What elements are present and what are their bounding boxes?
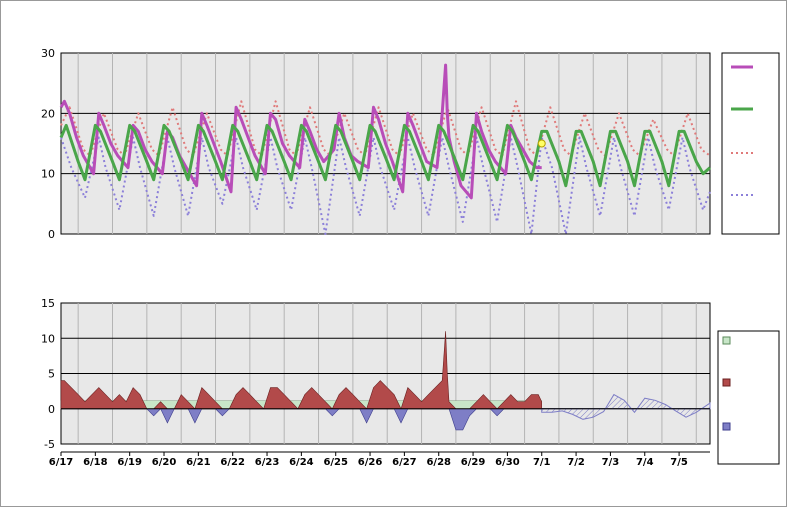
- departure-panel: -5 0 5 10 15: [41, 297, 711, 451]
- temperature-legend: [721, 52, 780, 235]
- x-axis: 6/17 6/18 6/19 6/20 6/21 6/22 6/23 6/24 6/25 6/26…: [49, 451, 710, 468]
- y-tick-label: 10: [41, 332, 55, 345]
- x-tick-label: 7/4: [636, 457, 654, 468]
- x-tick-label: 7/1: [533, 457, 551, 468]
- legend-swatch-positive: [722, 378, 731, 387]
- x-tick-label: 6/28: [426, 457, 451, 468]
- forecast-departure-area: [541, 393, 711, 420]
- y-tick-label: 0: [48, 403, 55, 416]
- y-tick-label: 15: [41, 297, 55, 310]
- x-tick-label: 6/23: [255, 457, 280, 468]
- series-line-observed: [59, 63, 542, 200]
- departure-legend: [717, 330, 780, 465]
- x-tick-label: 7/5: [670, 457, 688, 468]
- x-tick-label: 6/29: [461, 457, 486, 468]
- current-marker: [537, 139, 546, 148]
- x-tick-label: 6/25: [323, 457, 348, 468]
- series-line-normal_min: [60, 136, 711, 235]
- y-tick-label: 30: [41, 47, 55, 60]
- y-tick-label: 0: [48, 228, 55, 241]
- positive-departure-area: [60, 331, 542, 410]
- x-tick-label: 6/21: [186, 457, 211, 468]
- y-tick-label: 20: [41, 107, 55, 120]
- x-tick-label: 6/24: [289, 457, 314, 468]
- x-tick-label: 6/19: [117, 457, 142, 468]
- y-tick-label: 5: [48, 368, 55, 381]
- y-tick-label: -5: [44, 438, 55, 451]
- x-tick-label: 7/2: [567, 457, 585, 468]
- series-line-forecast_temp: [59, 123, 711, 188]
- x-tick-label: 6/27: [392, 457, 417, 468]
- x-tick-label: 6/22: [220, 457, 245, 468]
- legend-box: [717, 330, 780, 465]
- series-line-normal_max: [60, 100, 711, 157]
- x-tick-label: 6/26: [358, 457, 383, 468]
- legend-box: [721, 52, 780, 235]
- x-tick-label: 7/3: [602, 457, 620, 468]
- x-tick-label: 6/30: [495, 457, 520, 468]
- x-tick-label: 6/18: [83, 457, 108, 468]
- legend-swatch-negative: [722, 422, 731, 431]
- x-tick-label: 6/17: [49, 457, 74, 468]
- legend-swatch-neutral: [722, 336, 731, 345]
- temperature-panel: 0 10 20 30: [41, 47, 711, 241]
- x-tick-label: 6/20: [152, 457, 177, 468]
- y-tick-label: 10: [41, 168, 55, 181]
